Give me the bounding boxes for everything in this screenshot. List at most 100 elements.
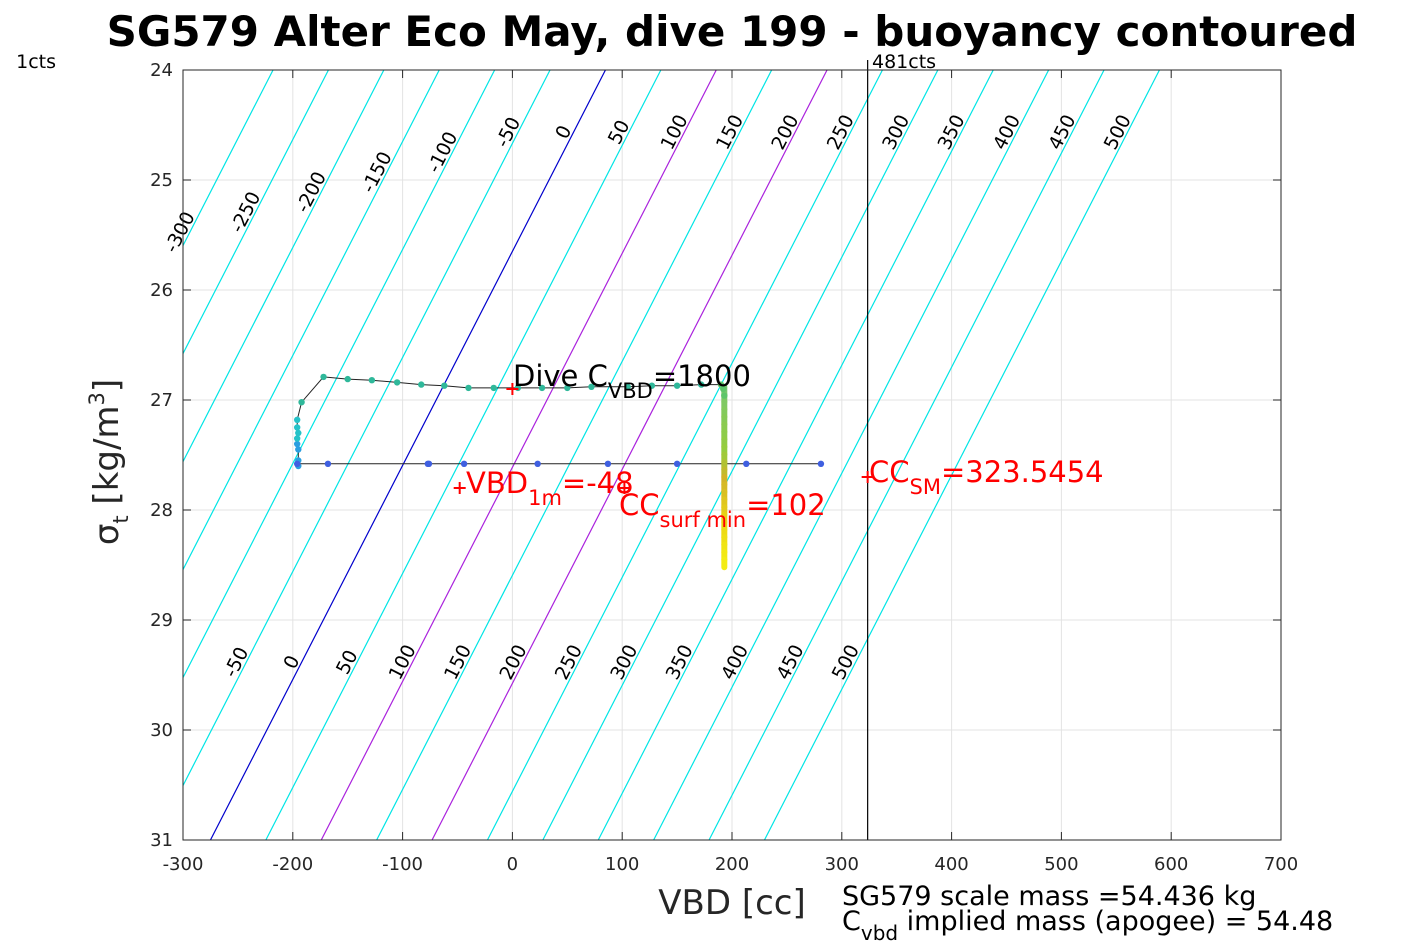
- dive-point: [720, 385, 727, 393]
- dive-point: [418, 381, 425, 388]
- vbd-1m-sub: 1m: [528, 486, 562, 510]
- contour-line: [653, 70, 1050, 840]
- dive-point: [673, 382, 681, 389]
- dive-cvbd-sub: VBD: [608, 379, 653, 403]
- climb-point: [743, 460, 750, 467]
- climb-point: [673, 460, 681, 467]
- annotation-vbd-1m: VBD1m=-48: [466, 466, 634, 510]
- dive-point: [295, 446, 302, 453]
- y-tick-label: 28: [150, 500, 173, 521]
- dive-point: [698, 381, 705, 388]
- y-label-symbol: σ: [87, 524, 127, 546]
- contour-line: [431, 70, 828, 840]
- dive-cvbd-prefix: Dive C: [513, 359, 608, 393]
- cc-sm-sub: SM: [910, 475, 941, 499]
- contour-line: [597, 70, 994, 840]
- dive-point: [393, 379, 401, 386]
- footer-scale-mass: SG579 scale mass =54.436 kg: [842, 881, 1256, 912]
- vbd-1m-value: =-48: [562, 466, 634, 500]
- vline-label-left: 1cts: [16, 51, 56, 73]
- climb-point: [424, 460, 432, 467]
- dive-point: [344, 375, 351, 383]
- axis-ticks: -300 -200 -100 0 100 200 300 400 500 600 700 24 25 26…: [150, 60, 1298, 875]
- dive-point: [648, 382, 656, 389]
- contour-line: [183, 70, 440, 571]
- dive-point: [293, 416, 301, 423]
- contour-line: [183, 70, 385, 463]
- red-plus-marker: [861, 471, 874, 483]
- y-label-unit: [kg/m: [87, 405, 127, 515]
- y-tick-label: 25: [150, 170, 173, 191]
- dive-traces: [293, 373, 825, 571]
- vbd-1m-prefix: VBD: [466, 466, 528, 500]
- x-tick-label: -100: [382, 854, 423, 875]
- dive-point: [721, 392, 728, 399]
- annotation-cc-surf-min: CCsurf min=102: [619, 488, 826, 532]
- annotation-dive-cvbd: Dive CVBD=1800: [513, 359, 751, 403]
- dive-point: [624, 383, 631, 390]
- cc-sm-prefix: CC: [869, 455, 910, 489]
- x-tick-label: 0: [507, 854, 518, 875]
- cc-sm-value: =323.5454: [941, 455, 1104, 489]
- dive-point: [588, 383, 595, 390]
- red-plus-marker: [453, 482, 466, 494]
- contour-line: [763, 70, 1160, 840]
- red-plus-marker: [618, 482, 631, 494]
- contour-line: [376, 70, 773, 840]
- climb-point: [817, 460, 825, 467]
- y-tick-label: 31: [150, 830, 173, 851]
- x-tick-label: 400: [934, 854, 968, 875]
- dive-point: [293, 440, 301, 448]
- contour-line: [542, 70, 939, 840]
- dive-point: [298, 399, 305, 406]
- climb-point: [604, 460, 612, 467]
- contour-line: [183, 70, 551, 787]
- dive-point: [293, 435, 301, 442]
- climb-point: [534, 460, 541, 467]
- contour-line: [183, 70, 329, 355]
- x-tick-label: 500: [1044, 854, 1078, 875]
- x-tick-label: -200: [272, 854, 313, 875]
- x-tick-label: -300: [163, 854, 204, 875]
- buoyancy-contours: [183, 70, 1160, 840]
- contour-line: [708, 70, 1105, 840]
- contour-line: [265, 70, 662, 840]
- dive-cvbd-value: =1800: [653, 359, 751, 393]
- y-tick-label: 27: [150, 390, 173, 411]
- vline-label-right: 481cts: [872, 51, 936, 73]
- y-tick-label: 30: [150, 720, 173, 741]
- y-label-subscript: t: [109, 515, 133, 523]
- cc-surf-min-sub: surf min: [660, 508, 747, 532]
- x-tick-label: 700: [1264, 854, 1298, 875]
- climb-point: [460, 460, 468, 467]
- x-tick-label: 100: [605, 854, 639, 875]
- dive-point: [320, 373, 327, 381]
- y-tick-label: 24: [150, 60, 173, 81]
- climb-point: [293, 460, 301, 467]
- dive-point: [368, 377, 376, 384]
- dive-point: [564, 384, 571, 392]
- footer-implied-mass: Cvbd implied mass (apogee) = 54.48: [842, 906, 1333, 945]
- red-plus-marker: [506, 383, 519, 395]
- dive-point: [465, 384, 472, 392]
- footer-implied-mass-value: implied mass (apogee) = 54.48: [898, 906, 1333, 937]
- y-label-close: ]: [87, 379, 127, 392]
- x-tick-label: 600: [1154, 854, 1188, 875]
- dive-point: [441, 382, 448, 389]
- cc-surf-min-value: =102: [746, 488, 826, 522]
- contour-line: [320, 70, 717, 840]
- cc-surf-min-prefix: CC: [619, 488, 660, 522]
- footer-vbd-sub: vbd: [861, 921, 898, 945]
- marker-group: [453, 383, 874, 494]
- contour-line: [183, 70, 496, 679]
- dive-point: [295, 429, 302, 437]
- contour-line: [209, 70, 606, 840]
- contour-line: [183, 70, 274, 247]
- climb-point: [324, 460, 332, 467]
- dive-point: [293, 424, 301, 431]
- x-tick-label: 200: [715, 854, 749, 875]
- y-tick-label: 29: [150, 610, 173, 631]
- dive-point: [490, 384, 497, 392]
- x-tick-label: 300: [825, 854, 859, 875]
